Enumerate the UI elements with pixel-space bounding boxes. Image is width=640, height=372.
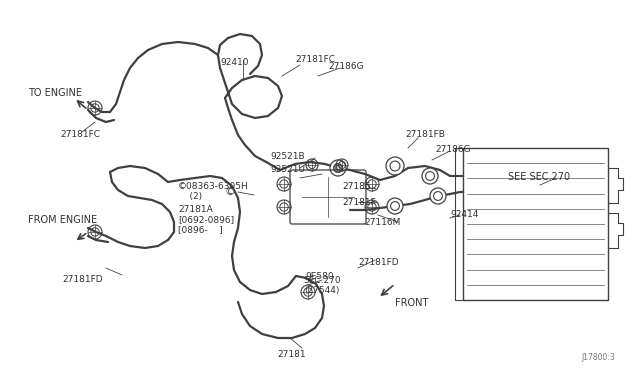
Text: 27181F: 27181F (342, 198, 376, 207)
Text: 27181FB: 27181FB (405, 130, 445, 139)
Text: 27181FC: 27181FC (60, 130, 100, 139)
Text: 92521B: 92521B (270, 152, 305, 161)
Circle shape (422, 168, 438, 184)
Text: 27181FD: 27181FD (358, 258, 399, 267)
Circle shape (386, 157, 404, 175)
Text: TO ENGINE: TO ENGINE (28, 88, 82, 98)
Circle shape (426, 171, 435, 180)
Circle shape (387, 198, 403, 214)
Circle shape (434, 192, 442, 201)
Text: 27181FC: 27181FC (295, 55, 335, 64)
Text: SEE SEC.270: SEE SEC.270 (508, 172, 570, 182)
Text: FROM ENGINE: FROM ENGINE (28, 215, 97, 225)
Circle shape (330, 160, 346, 176)
Text: 92521U: 92521U (270, 165, 305, 174)
Text: J17800:3: J17800:3 (581, 353, 615, 362)
Text: FRONT: FRONT (395, 298, 428, 308)
Text: 92410: 92410 (220, 58, 248, 67)
Text: [0692-0896]
[0896-    ]: [0692-0896] [0896- ] (178, 215, 234, 234)
Text: SEC.270
(27544): SEC.270 (27544) (303, 276, 341, 295)
Circle shape (430, 188, 446, 204)
Text: 9E580: 9E580 (305, 272, 333, 281)
Circle shape (390, 202, 399, 211)
Text: ©08363-6305H
    (2): ©08363-6305H (2) (178, 182, 249, 201)
Circle shape (390, 161, 400, 171)
Circle shape (333, 164, 342, 172)
Text: 92414: 92414 (450, 210, 478, 219)
Text: 27181: 27181 (278, 350, 307, 359)
Text: 27186G: 27186G (328, 62, 364, 71)
Text: 27181A: 27181A (178, 205, 212, 214)
Circle shape (334, 164, 342, 172)
Text: 27185: 27185 (342, 182, 371, 191)
Text: ©: © (225, 187, 236, 197)
Text: 27181FD: 27181FD (62, 275, 102, 284)
Text: 27116M: 27116M (364, 218, 401, 227)
Text: 27186G: 27186G (435, 145, 470, 154)
Circle shape (336, 166, 340, 170)
